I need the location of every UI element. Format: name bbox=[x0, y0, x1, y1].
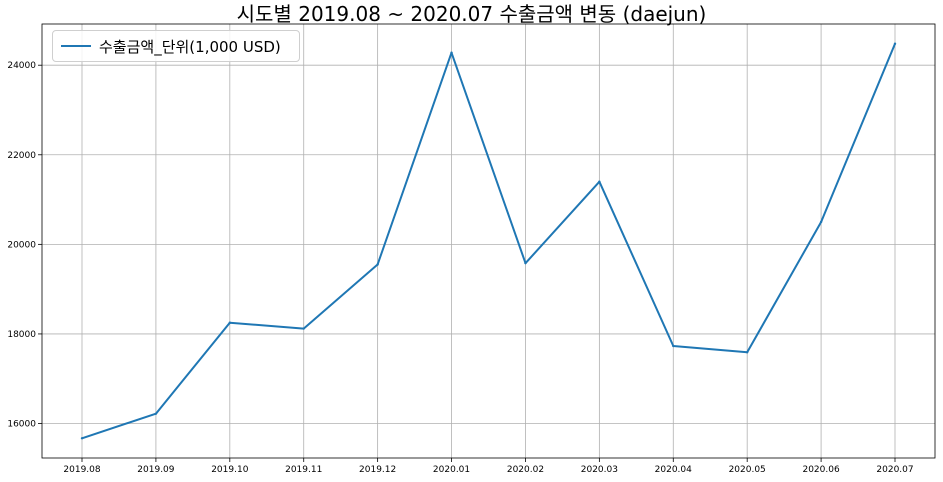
data-point bbox=[672, 344, 675, 348]
x-tick-label: 2020.04 bbox=[655, 465, 692, 475]
y-tick-label: 20000 bbox=[7, 240, 36, 250]
x-tick-label: 2020.01 bbox=[433, 465, 470, 475]
x-tick-label: 2019.08 bbox=[63, 465, 100, 475]
x-tick-label: 2019.10 bbox=[211, 465, 248, 475]
series-line bbox=[81, 43, 896, 440]
data-point bbox=[302, 327, 305, 330]
chart-title: 시도별 2019.08 ~ 2020.07 수출금액 변동 (daejun) bbox=[236, 2, 707, 26]
x-tick-label: 2020.02 bbox=[507, 465, 544, 475]
data-point bbox=[228, 321, 232, 324]
x-tick-label: 2020.03 bbox=[581, 465, 618, 475]
x-tick-label: 2020.07 bbox=[876, 465, 913, 475]
plot-frame bbox=[41, 23, 936, 459]
legend-line-swatch bbox=[61, 45, 91, 47]
x-tick-label: 2020.06 bbox=[802, 465, 839, 475]
x-tick-label: 2019.12 bbox=[359, 465, 396, 475]
data-point bbox=[893, 42, 897, 45]
data-point bbox=[80, 437, 84, 440]
data-point bbox=[450, 51, 453, 54]
data-point bbox=[598, 180, 601, 183]
data-point bbox=[376, 263, 379, 266]
y-tick-label: 18000 bbox=[7, 330, 36, 340]
legend: 수출금액_단위(1,000 USD) bbox=[52, 30, 300, 62]
y-tick-label: 24000 bbox=[7, 61, 36, 71]
data-point bbox=[154, 412, 158, 415]
data-point bbox=[745, 351, 749, 354]
data-point bbox=[524, 261, 527, 265]
y-tick-label: 22000 bbox=[7, 151, 36, 161]
legend-label: 수출금액_단위(1,000 USD) bbox=[99, 38, 281, 56]
data-point bbox=[819, 220, 823, 224]
x-tick-label: 2019.09 bbox=[137, 465, 174, 475]
x-tick-label: 2020.05 bbox=[729, 465, 766, 475]
x-tick-label: 2019.11 bbox=[285, 465, 322, 475]
y-tick-label: 16000 bbox=[7, 420, 36, 430]
